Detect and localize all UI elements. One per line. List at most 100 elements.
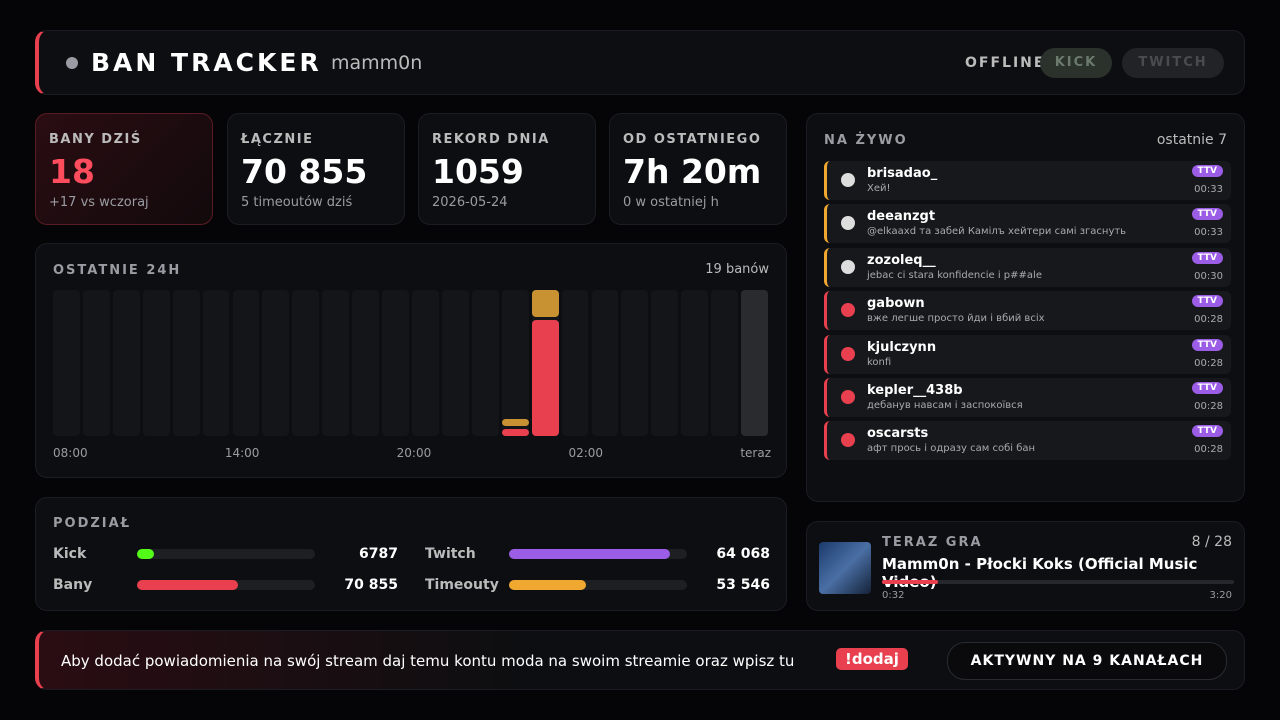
np-title: TERAZ GRA (882, 535, 983, 550)
command[interactable]: !dodaj (836, 648, 908, 670)
split-fill (509, 549, 670, 559)
x-tick-label: 02:00 (568, 446, 604, 460)
live-panel: NA ŻYWO ostatnie 7 brisadao_ Хей! TTV 00:33… (806, 113, 1245, 502)
bar-slot (441, 290, 469, 436)
time: 00:28 (1194, 401, 1223, 412)
bar-slot (142, 290, 170, 436)
platform-badge: TTV (1191, 251, 1223, 264)
live-row: kjulczynn konfi TTV 00:28 (824, 334, 1231, 374)
split-value: 6787 (359, 546, 398, 562)
live-row: brisadao_ Хей! TTV 00:33 (824, 161, 1231, 200)
platform-badge: TTV (1191, 382, 1223, 394)
bar-slot (501, 290, 529, 436)
kick-button[interactable]: KICK (1040, 48, 1112, 78)
live-range: ostatnie 7 (1156, 132, 1227, 148)
bar-slot (82, 290, 110, 436)
split-name: Kick (53, 546, 87, 562)
bar-slot (711, 290, 739, 436)
username: oscarsts (867, 426, 929, 442)
ban-icon (841, 433, 855, 448)
message: дебанув навсам і заспокоївся (867, 400, 1023, 411)
platform-badge: TTV (1191, 338, 1223, 351)
status-dot (66, 57, 78, 69)
username: brisadao_ (867, 166, 938, 181)
split-panel: PODZIAŁ Kick 6787 Twitch 64 068 Bany 70 855 Ti… (35, 497, 787, 611)
footer: Aby dodać powiadomienia na swój stream d… (35, 630, 1245, 690)
activity-panel: OSTATNIE 24H 19 banów 08:00 14:00 20:00 02:… (35, 243, 787, 478)
bar-slot (591, 290, 619, 436)
progress-fill (882, 580, 939, 584)
bar-slot (262, 290, 290, 436)
ban-icon (841, 303, 855, 318)
x-axis: 08:00 14:00 20:00 02:00 teraz (53, 446, 771, 460)
message: jebac ci stara konfidencie i p##ale (867, 269, 1042, 281)
split-value: 70 855 (344, 577, 398, 593)
stat-value: 70 855 (241, 152, 368, 191)
now-playing: TERAZ GRA 8 / 28 Mamm0n - Płocki Koks (O… (806, 521, 1245, 611)
live-title: NA ŻYWO (824, 133, 908, 148)
bar-slot (352, 290, 380, 436)
bar-slot (561, 290, 589, 436)
stat-value: 1059 (432, 152, 524, 191)
activity-title: OSTATNIE 24H (53, 263, 182, 278)
np-song: Mamm0n - Płocki Koks (Official Music Vid… (882, 555, 1198, 591)
stat-card: ŁĄCZNIE 70 855 5 timeoutów dziś (227, 113, 405, 225)
x-tick-label: teraz (740, 446, 771, 460)
bar-segment (531, 320, 559, 436)
bar-slot (232, 290, 260, 436)
split-track (137, 580, 315, 590)
app-title: BAN TRACKER (91, 48, 322, 77)
stat-value: 7h 20m (623, 152, 762, 191)
time: 00:28 (1194, 444, 1223, 456)
stat-sub: +17 vs wczoraj (49, 195, 149, 210)
platform-badge: TTV (1191, 425, 1223, 438)
x-tick-label: 14:00 (224, 446, 260, 460)
bar-slot (53, 290, 80, 436)
stat-card: OD OSTATNIEGO 7h 20m 0 w ostatniej h (609, 113, 787, 225)
live-row: zozoleq__ jebac ci stara konfidencie i p#… (824, 247, 1231, 287)
live-row: kepler__438b дебанув навсам і заспокоївся… (824, 378, 1231, 417)
np-duration: 3:20 (1209, 590, 1232, 601)
timeout-icon (841, 173, 855, 187)
stat-sub: 5 timeoutów dziś (241, 195, 353, 210)
stat-sub: 0 w ostatniej h (623, 195, 719, 210)
message: вже легше просто йди і вбий всіх (867, 313, 1045, 325)
split-fill (137, 580, 239, 590)
username: kepler__438b (867, 383, 963, 398)
split-name: Timeouty (425, 577, 499, 593)
bar-slot (322, 290, 350, 436)
message: афт прось і одразу сам собі бан (867, 443, 1036, 455)
status: OFFLINE (965, 55, 1046, 71)
stat-label: ŁĄCZNIE (241, 132, 314, 147)
stat-label: OD OSTATNIEGO (623, 132, 762, 147)
time: 00:28 (1194, 357, 1223, 369)
time: 00:30 (1194, 270, 1223, 282)
time: 00:33 (1194, 227, 1223, 239)
time: 00:33 (1194, 184, 1223, 195)
message: konfi (867, 356, 892, 368)
np-elapsed: 0:32 (882, 590, 905, 601)
stat-label: REKORD DNIA (432, 132, 550, 147)
username: deeanzgt (867, 209, 936, 225)
stat-label: BANY DZIŚ (49, 132, 142, 147)
twitch-button[interactable]: TWITCH (1122, 48, 1224, 78)
live-row: gabown вже легше просто йди і вбий всіх TT… (824, 291, 1231, 331)
time: 00:28 (1194, 314, 1223, 326)
message: Хей! (867, 183, 891, 194)
channel: mamm0n (331, 52, 423, 74)
header: BAN TRACKER mamm0n OFFLINE KICK TWITCH (35, 30, 1245, 95)
cover (819, 542, 871, 594)
split-fill (137, 549, 155, 559)
split-track (509, 549, 687, 559)
live-row: oscarsts афт прось і одразу сам собі бан T… (824, 421, 1231, 461)
split-track (509, 580, 687, 590)
bar-slot (681, 290, 709, 436)
username: gabown (867, 296, 925, 312)
bar-segment (501, 429, 529, 436)
bar-slot (621, 290, 649, 436)
split-track (137, 549, 315, 559)
bar-slot (471, 290, 499, 436)
progress-track (882, 580, 1234, 584)
timeout-icon (841, 259, 855, 274)
